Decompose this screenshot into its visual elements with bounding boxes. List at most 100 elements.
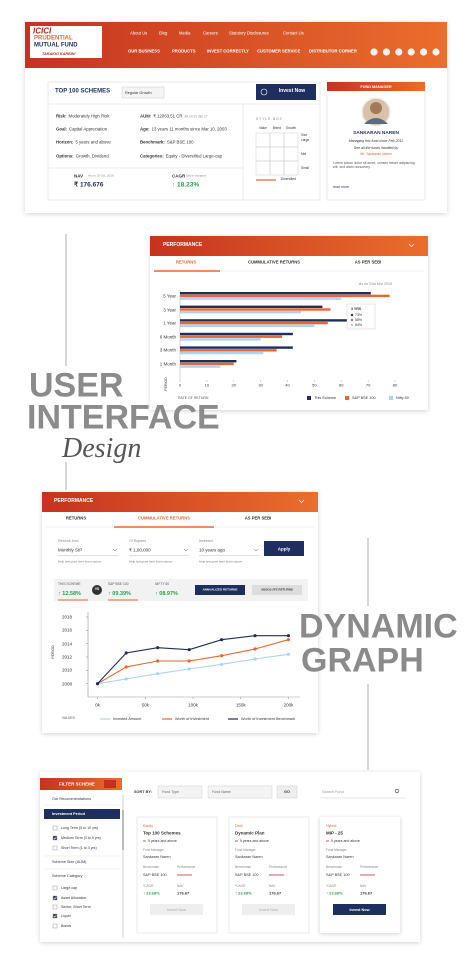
nav-link[interactable]: PRODUCTS [172,48,196,54]
checkbox[interactable] [52,923,58,929]
tile-name: Dynamic Plan [235,830,265,836]
nav-link[interactable]: INVEST CORRECTLY [207,48,249,54]
social-icon[interactable] [370,48,378,56]
checkbox[interactable] [52,913,58,919]
tab[interactable]: RETURNS [175,259,197,265]
plan-select[interactable] [121,86,165,99]
filter-section[interactable]: Investment Period [52,811,85,816]
tile-cagr: ↑ 23.68% [326,890,343,896]
checkbox[interactable] [52,835,58,841]
filter-section-active [44,809,120,819]
read-more[interactable]: read more [333,184,349,189]
tab[interactable]: AS PER SEBI [244,515,272,521]
bar [180,360,237,363]
point [124,665,128,669]
tile-button[interactable] [242,904,295,915]
go-label[interactable]: GO [284,789,290,794]
select[interactable] [157,785,203,799]
nav-link[interactable]: Media [179,30,191,36]
field-value[interactable]: 10 years ago [199,547,226,553]
point [187,648,191,652]
tile-button-label[interactable]: Invest Now [259,907,278,912]
checkbox-label: Large cap [61,885,77,890]
social-icon[interactable] [395,48,403,56]
tooltip-dot [350,318,354,322]
toggle-button[interactable] [252,585,302,595]
search-input[interactable]: Search Fund [322,789,344,794]
tile-value: Sankaran Naren [143,854,171,859]
invest-button[interactable] [256,84,316,100]
style-cell [283,160,299,176]
tile-button-label[interactable]: Invest Now [167,907,186,912]
point [124,651,128,655]
style-legend: Diversified [281,177,296,182]
select[interactable] [207,785,273,799]
y-tick-label: 1 Month [159,361,176,367]
toggle-label[interactable]: ABSOLUTE RETURNS [261,587,293,592]
field-value[interactable]: Monthly SIP [58,547,83,553]
nav-link[interactable]: OUR BUSINESS [128,48,160,54]
dropdown-caret [253,548,259,552]
tile-button[interactable] [150,904,203,915]
tile-nav: 176.67 [177,890,190,896]
checkbox[interactable] [52,895,58,901]
chevron[interactable] [408,243,415,248]
tab[interactable]: CUMMULATIVE RETURNS [247,259,301,265]
toggle-label[interactable]: ANNUALIZED RETURNS [202,587,238,592]
social-icon[interactable] [420,48,428,56]
nav-link[interactable]: Statutory Disclosures [229,30,269,36]
x-tick-label: 60 [339,382,344,388]
headline-script: Design [62,432,142,464]
point [286,652,291,656]
filter-icon[interactable] [104,780,116,788]
tooltip-value: 58% [355,317,363,322]
checkbox[interactable] [52,825,58,831]
tab[interactable]: RETURNS [65,515,87,521]
bar [180,349,277,352]
detail-value: 13 years 11 months since Mar 10, 2003 [151,126,227,132]
filter-section[interactable]: Scheme Category [52,873,83,878]
style-row: Large [301,138,310,143]
x-tick-label: 200k [283,702,294,708]
nav-link[interactable]: Blog [159,30,168,36]
invest-label[interactable]: Invest Now [278,88,306,95]
point [286,638,291,642]
nav-link[interactable]: Contact Us [283,30,304,36]
field-help: Help text goes here lorem ipsum [199,559,243,564]
nav-link[interactable]: CUSTOMER SERVICE [257,48,301,54]
nav-link[interactable]: DISTRIBUTOR CORNER [309,48,357,54]
checkbox[interactable] [52,904,58,910]
checkbox[interactable] [52,845,58,851]
detail-label: Age: [140,126,150,132]
social-icon[interactable] [432,48,440,56]
toggle-button[interactable] [195,585,245,595]
checkmark [53,914,57,918]
field-value[interactable]: ₹ 1,00,000 [129,547,151,553]
style-box-title: STYLE BOX [256,116,283,121]
social-icon[interactable] [407,48,415,56]
nav-label: NAV [74,173,84,179]
field-help: Help text goes here lorem ipsum [58,559,102,564]
social-icon[interactable] [382,48,390,56]
manager-link[interactable]: Mr. Sankaran Naren [360,151,392,156]
filter-section[interactable]: Scheme Size (AUM) [52,859,87,864]
tile-value: S&P BSE 100 [235,872,259,877]
go-button[interactable] [276,785,298,799]
apply-button[interactable] [264,541,304,556]
x-tick-label: 80 [392,382,398,388]
tab[interactable]: CUMMULATIVE RETURNS [137,515,191,521]
chevron[interactable] [298,499,305,504]
filter-section[interactable]: Our Recommendations [52,796,92,801]
manager-bio: Lorem ipsum dolor sit amet, consec tetue… [333,161,415,170]
stat-value: ↑ 09.39% [108,590,131,597]
nav-link[interactable]: About Us [130,30,148,36]
checkbox[interactable] [52,885,58,891]
apply-label[interactable]: Apply [277,545,291,551]
tab[interactable]: AS PER SEBI [354,259,382,265]
nav-link[interactable]: Careers [203,30,218,36]
tile-horizon: 5 years and above [331,838,360,843]
tile-button[interactable] [333,904,386,915]
tile-button-label[interactable]: Invest Now [349,907,370,912]
detail-row: Horizon: 5 years and above [56,140,113,146]
